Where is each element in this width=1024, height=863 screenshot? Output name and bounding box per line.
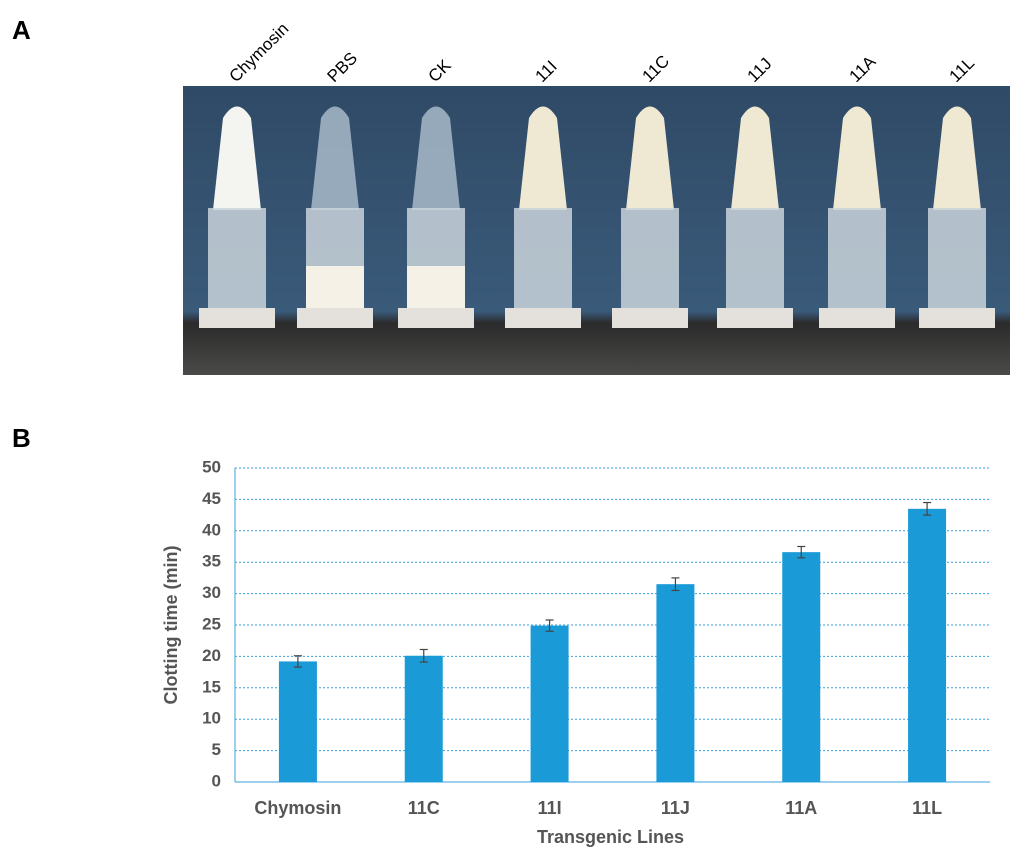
tube-cap [311,106,359,210]
tube-body [828,208,886,308]
tube: CK [398,55,474,328]
tube: 11C [612,51,688,328]
bar [278,661,317,782]
tube-body [928,208,986,308]
tube-base [717,308,793,328]
tube-label: PBS [324,49,361,86]
y-tick-label: 10 [202,709,221,728]
x-tick-label: 11J [661,798,690,818]
tube-body [208,208,266,308]
milk [306,266,364,308]
tube: 11I [505,57,581,328]
y-tick-label: 20 [202,646,221,665]
panel-label: B [12,423,31,453]
y-tick-label: 35 [202,552,221,571]
y-axis-title: Clotting time (min) [161,546,181,705]
x-tick-label: 11I [538,798,562,818]
y-tick-label: 15 [202,677,221,696]
tube-body [514,208,572,308]
tube-cap [626,106,674,210]
error-bar [923,501,932,516]
x-tick-label: 11A [785,798,817,818]
error-bar [293,655,302,668]
x-tick-label: Chymosin [254,798,341,818]
tube-base [199,308,275,328]
x-tick-label: 11L [912,798,942,818]
x-axis-title: Transgenic Lines [537,827,684,847]
tube-base [919,308,995,328]
tube-cap [731,106,779,210]
bar [404,655,443,782]
panel-label: A [12,15,31,45]
error-bar [545,619,554,632]
tube-cap [519,106,567,210]
tube-cap [833,106,881,210]
y-tick-label: 45 [202,489,221,508]
bar [908,508,947,782]
y-tick-label: 50 [202,457,221,476]
tube: 11A [819,52,895,328]
tube-base [398,308,474,328]
tube-base [505,308,581,328]
milk [407,266,465,308]
tube-body [726,208,784,308]
x-tick-label: 11C [408,798,440,818]
chart: 0 5 10 15 20 25 30 35 40 45 50 Chymosin 11C 11I 11J 11A… [161,457,990,847]
y-tick-label: 30 [202,583,221,602]
tube-label: CK [425,55,456,86]
tube-label: 11J [744,54,776,86]
tube-label: 11C [639,51,674,86]
bar [530,625,569,782]
tube-body [621,208,679,308]
bar [656,584,695,782]
tube-cap [213,106,261,210]
error-bar [671,577,680,592]
tube-cap [933,106,981,210]
tube-base [612,308,688,328]
tube: 11J [717,54,793,328]
error-bar [419,648,428,663]
error-bar [797,545,806,559]
y-tick-label: 5 [212,740,221,759]
tube-cap [412,106,460,210]
y-tick-label: 40 [202,520,221,539]
bar [782,552,821,782]
tube-label: Chymosin [226,19,293,86]
tube-label: 11I [532,57,561,86]
tube-label: 11A [846,52,880,86]
tube-base [297,308,373,328]
tube-label: 11L [946,53,979,86]
y-tick-label: 0 [212,771,221,790]
tube-base [819,308,895,328]
y-tick-label: 25 [202,614,221,633]
